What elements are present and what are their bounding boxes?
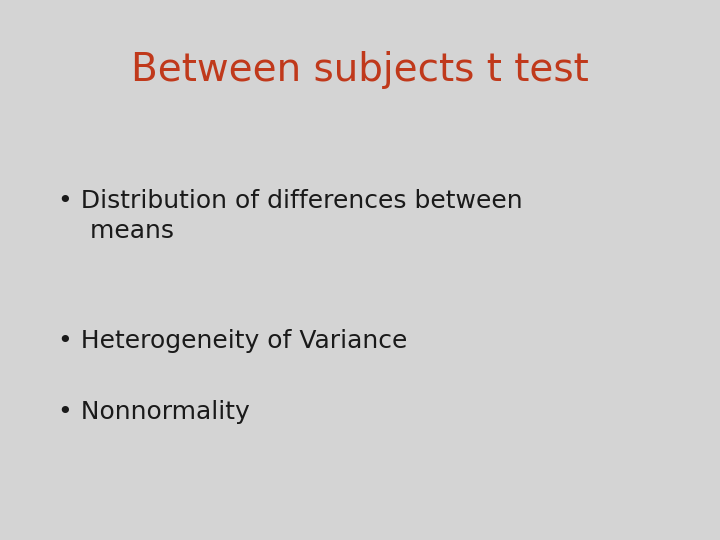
Text: • Heterogeneity of Variance: • Heterogeneity of Variance [58, 329, 407, 353]
Text: Between subjects t test: Between subjects t test [131, 51, 589, 89]
Text: • Distribution of differences between
    means: • Distribution of differences between me… [58, 189, 522, 242]
Text: • Nonnormality: • Nonnormality [58, 400, 249, 423]
